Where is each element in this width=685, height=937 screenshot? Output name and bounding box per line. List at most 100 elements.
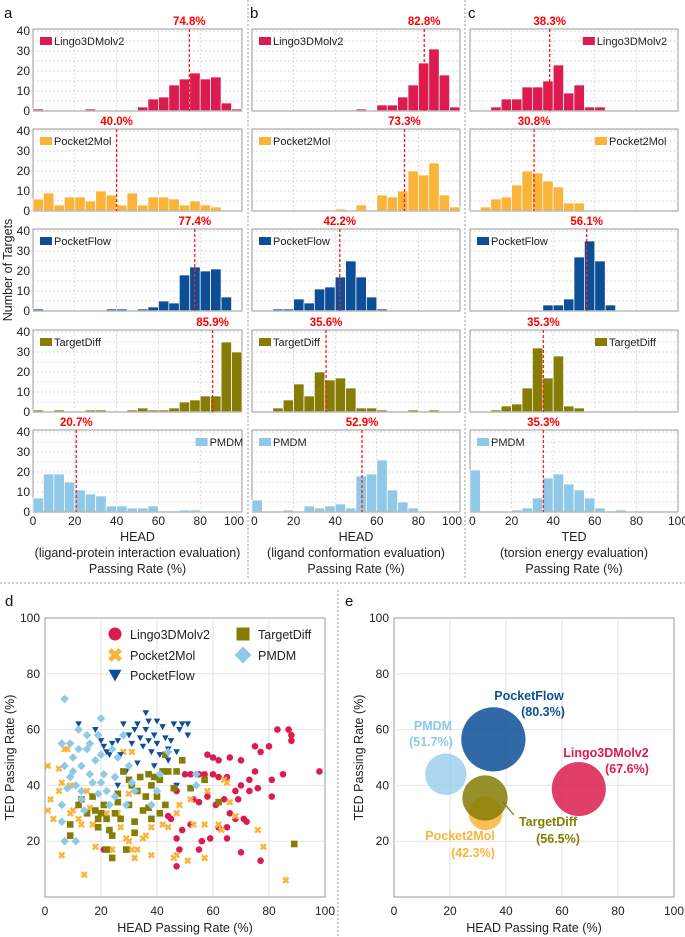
median-label: 42.2% [323, 216, 356, 228]
y-tick-label: 40 [17, 124, 31, 138]
data-point [198, 837, 206, 845]
data-point [257, 748, 264, 756]
legend-label: PMDM [491, 437, 525, 449]
bubble-label: Pocket2Mol [425, 829, 494, 843]
x-tick-label: 40 [547, 514, 561, 528]
y-tick-label: 10 [17, 184, 31, 198]
median-label: 56.1% [570, 216, 603, 228]
histogram-bar [355, 204, 367, 212]
data-point [97, 810, 105, 817]
x-axis-title: HEAD Passing Rate (%) [466, 921, 601, 935]
data-point [237, 782, 245, 789]
data-point [164, 823, 172, 831]
data-point [164, 768, 172, 775]
legend-label: TargetDiff [54, 337, 102, 349]
histogram-bar [500, 196, 512, 212]
data-point [223, 823, 231, 831]
histogram-lingo3dmolv2: 82.8% Lingo3DMolv2 [251, 16, 461, 112]
histogram-bar [158, 300, 170, 312]
data-point [133, 846, 141, 854]
histogram-bar [53, 473, 65, 513]
data-point [99, 769, 109, 779]
x-tick-label: 20 [94, 904, 108, 918]
histogram-bar [116, 505, 128, 513]
y-tick-label: 0 [23, 505, 30, 519]
x-tick-label: 80 [611, 904, 625, 918]
data-point [290, 840, 298, 848]
data-point [142, 710, 150, 717]
histogram-bar [95, 495, 107, 513]
data-point [114, 782, 122, 789]
data-point [173, 809, 181, 817]
data-point [191, 781, 201, 790]
data-point [175, 801, 183, 809]
panel-label: d [5, 593, 13, 610]
histogram-bar [355, 276, 367, 312]
legend-swatch [259, 137, 271, 145]
data-point [201, 820, 209, 828]
data-point [217, 826, 225, 834]
histogram-bar [189, 399, 201, 413]
data-point [58, 851, 66, 859]
data-point [195, 846, 203, 853]
x-tick-label: 20 [287, 514, 301, 528]
legend-marker [236, 627, 250, 641]
data-point [136, 773, 144, 781]
x-axis-title: HEAD [120, 530, 155, 544]
data-point [206, 835, 214, 842]
x-tick-label: 0 [469, 514, 476, 528]
data-point [155, 769, 165, 779]
data-point [232, 787, 239, 795]
data-point [178, 721, 186, 728]
series-pocketflow [75, 710, 192, 789]
x-tick-label: 100 [315, 904, 335, 918]
histogram-bar [345, 387, 357, 413]
histogram-bar [178, 78, 191, 112]
data-point [96, 714, 106, 723]
legend-label: Lingo3DMolv2 [273, 36, 343, 48]
histogram-bar [158, 96, 170, 112]
legend-swatch [259, 338, 271, 346]
legend-label: PocketFlow [491, 236, 548, 248]
y-tick-label: 20 [17, 365, 31, 379]
data-point [131, 818, 138, 825]
data-point [60, 836, 69, 846]
data-point [65, 772, 75, 782]
histogram-bar [137, 204, 149, 212]
data-point [93, 789, 103, 799]
histogram-bar [397, 501, 409, 513]
x-tick-label: 0 [391, 904, 398, 918]
median-label: 85.9% [196, 317, 229, 329]
plot-frame [469, 329, 679, 413]
panel-label: c [468, 5, 476, 22]
data-point [195, 798, 203, 806]
x-tick-label: 40 [329, 514, 343, 528]
data-point [44, 806, 52, 815]
data-point [226, 754, 234, 761]
data-point [92, 807, 99, 814]
x-tick-label: 60 [370, 514, 384, 528]
data-point [176, 726, 183, 733]
data-point [89, 820, 97, 828]
y-tick-label: 20 [17, 164, 31, 178]
x-tick-label: 80 [262, 904, 276, 918]
data-point [111, 810, 119, 817]
data-point [215, 820, 223, 828]
data-point [184, 721, 192, 728]
series-pmdm [57, 694, 201, 846]
data-point [75, 815, 83, 823]
x-axis-title: (torsion energy evaluation) [500, 546, 648, 560]
legend-marker [108, 627, 122, 641]
data-point [94, 823, 102, 831]
data-point [77, 761, 86, 771]
histogram-bar [178, 401, 191, 413]
data-point [142, 726, 150, 733]
y-tick-label: 40 [17, 425, 31, 439]
x-tick-label: 20 [505, 514, 519, 528]
median-label: 77.4% [178, 216, 211, 228]
histogram-bar [210, 268, 222, 312]
data-point [159, 768, 166, 775]
histogram-bar [189, 200, 201, 212]
data-point [285, 726, 292, 733]
data-point [150, 732, 158, 739]
